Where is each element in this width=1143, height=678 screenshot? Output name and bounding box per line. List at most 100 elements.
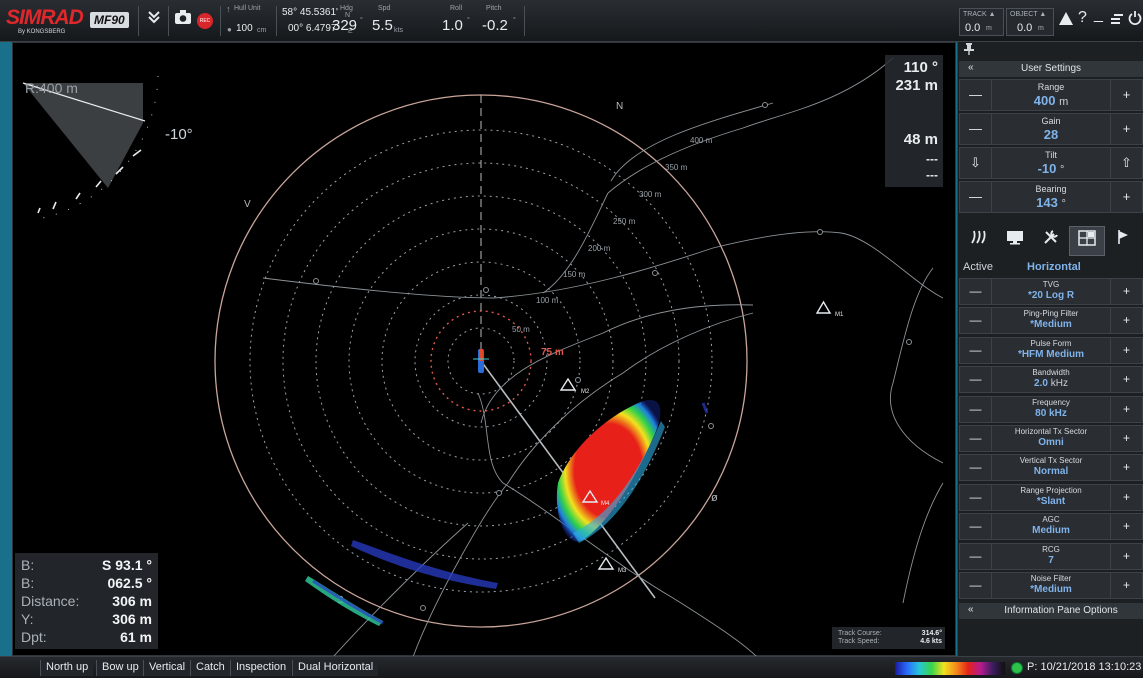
- tilt-down-button[interactable]: ⇩: [960, 148, 992, 178]
- setting-decrease-button[interactable]: —: [960, 337, 992, 363]
- marker-m1[interactable]: M1: [815, 300, 844, 318]
- warning-triangle-icon[interactable]: [1058, 11, 1074, 31]
- marker-range-label: 75 m: [541, 347, 564, 358]
- setting-decrease-button[interactable]: —: [960, 426, 992, 451]
- setting-increase-button[interactable]: +: [1110, 337, 1142, 363]
- sonar-display[interactable]: 50 m 100 m 150 m 200 m 250 m 300 m 350 m…: [13, 43, 957, 657]
- user-settings-header[interactable]: « User Settings: [959, 61, 1143, 77]
- marker-label: M1: [835, 312, 844, 318]
- range-increase-button[interactable]: +: [1110, 80, 1142, 110]
- bearing-control: — Bearing 143 ° +: [959, 181, 1143, 213]
- setting-row: — Ping-Ping Filter *Medium +: [959, 307, 1143, 335]
- setting-decrease-button[interactable]: —: [960, 484, 992, 510]
- collapse-icon[interactable]: «: [968, 604, 974, 615]
- target-depth: 48 m: [903, 131, 938, 148]
- ping-date-status: P: 10/21/2018 13:10:23: [1027, 661, 1142, 673]
- help-button[interactable]: ?: [1078, 9, 1087, 26]
- sonar-view[interactable]: 50 m 100 m 150 m 200 m 250 m 300 m 350 m…: [12, 42, 957, 657]
- camera-icon[interactable]: [171, 9, 195, 33]
- setting-decrease-button[interactable]: —: [960, 396, 992, 422]
- setting-decrease-button[interactable]: —: [960, 308, 992, 334]
- setting-increase-button[interactable]: +: [1110, 484, 1142, 510]
- information-pane-options-header[interactable]: « Information Pane Options: [959, 603, 1143, 619]
- setting-decrease-button[interactable]: —: [960, 573, 992, 598]
- setting-name: Frequency: [1032, 397, 1070, 407]
- setting-decrease-button[interactable]: —: [960, 455, 992, 481]
- marker-m2[interactable]: M2: [559, 377, 590, 395]
- marker-m4[interactable]: M4: [581, 489, 610, 507]
- window-restore-icon[interactable]: [1111, 13, 1123, 31]
- ring-label: 150 m: [563, 270, 586, 279]
- tab-inspection[interactable]: Inspection: [230, 660, 292, 676]
- tab-catch[interactable]: Catch: [190, 660, 230, 676]
- tilt-up-button[interactable]: ⇧: [1110, 148, 1142, 178]
- gain-control: — Gain 28 +: [959, 113, 1143, 145]
- record-icon[interactable]: REC: [197, 13, 213, 29]
- pitch-field: Pitch -0.2 °: [482, 5, 516, 34]
- brand-sub: By KONGSBERG: [18, 29, 66, 35]
- latitude-value: 58° 45.5361': [282, 7, 338, 18]
- setting-decrease-button[interactable]: —: [960, 367, 992, 393]
- range-decrease-button[interactable]: —: [960, 80, 992, 110]
- setting-row: — Bandwidth 2.0 kHz +: [959, 366, 1143, 394]
- setting-increase-button[interactable]: +: [1110, 396, 1142, 422]
- track-counter[interactable]: TRACK ▲ 0.0 m: [959, 8, 1004, 36]
- status-led-icon: [1011, 662, 1023, 674]
- cursor-bearing2-row: B: 062.5 °: [21, 575, 152, 591]
- layout-icon[interactable]: [1069, 226, 1105, 256]
- bearing-increase-button[interactable]: +: [1110, 182, 1142, 212]
- setting-decrease-button[interactable]: —: [960, 514, 992, 540]
- tab-bow-up[interactable]: Bow up: [96, 660, 144, 676]
- sonar-waves-icon[interactable]: [961, 226, 997, 256]
- sea-chart-contours: [262, 57, 944, 657]
- tilt-control: ⇩ Tilt -10 ° ⇧: [959, 147, 1143, 179]
- setting-increase-button[interactable]: +: [1110, 573, 1142, 598]
- setting-decrease-button[interactable]: —: [960, 279, 992, 304]
- tab-dual-horizontal[interactable]: Dual Horizontal: [292, 660, 379, 676]
- power-icon[interactable]: [1128, 11, 1142, 30]
- contour-nodes: [313, 102, 912, 611]
- setting-increase-button[interactable]: +: [1110, 308, 1142, 334]
- longitude-value: 00° 6.4797': [288, 23, 339, 34]
- flag-icon[interactable]: [1105, 226, 1141, 256]
- ring-label: 350 m: [665, 163, 688, 172]
- setting-decrease-button[interactable]: —: [960, 543, 992, 569]
- hull-down-dot-icon: ●: [227, 25, 232, 34]
- collapse-icon[interactable]: «: [968, 62, 974, 73]
- setting-increase-button[interactable]: +: [1110, 367, 1142, 393]
- object-counter[interactable]: OBJECT ▲ 0.0 m: [1006, 8, 1054, 36]
- divider: [168, 6, 169, 36]
- setting-name: Range Projection: [1020, 485, 1082, 495]
- target-dash-2: ---: [926, 168, 938, 182]
- setting-increase-button[interactable]: +: [1110, 543, 1142, 569]
- track-speed: Track Speed: 4.6 kts: [838, 638, 942, 645]
- marker-m3[interactable]: M3: [597, 556, 627, 574]
- monitor-icon[interactable]: [997, 226, 1033, 256]
- setting-increase-button[interactable]: +: [1110, 279, 1142, 304]
- panel-tabs: [959, 226, 1143, 256]
- bearing-decrease-button[interactable]: —: [960, 182, 992, 212]
- setting-name: Noise Filter: [1030, 574, 1072, 583]
- setting-row: — Range Projection *Slant +: [959, 483, 1143, 511]
- pin-icon[interactable]: [964, 43, 974, 58]
- setting-value: *HFM Medium: [1017, 348, 1085, 360]
- marker-label: M2: [581, 389, 590, 395]
- tab-north-up[interactable]: North up: [40, 660, 94, 676]
- tools-icon[interactable]: [1033, 226, 1069, 256]
- gain-increase-button[interactable]: +: [1110, 114, 1142, 144]
- hull-up-arrow-icon: ↑: [226, 4, 231, 14]
- heading-field: Hdg 329 °: [332, 5, 363, 34]
- v-label: V: [244, 199, 251, 210]
- setting-row: — Pulse Form *HFM Medium +: [959, 336, 1143, 364]
- hull-unit-field[interactable]: Hull Unit ↑ 100 cm ●: [226, 4, 267, 34]
- setting-increase-button[interactable]: +: [1110, 455, 1142, 481]
- north-label: N: [616, 101, 623, 112]
- gain-decrease-button[interactable]: —: [960, 114, 992, 144]
- setting-name: Bandwidth: [1032, 368, 1070, 378]
- setting-increase-button[interactable]: +: [1110, 514, 1142, 540]
- setting-value: Omni: [1038, 437, 1064, 448]
- minimize-button[interactable]: _: [1094, 6, 1103, 23]
- setting-increase-button[interactable]: +: [1110, 426, 1142, 451]
- tab-vertical[interactable]: Vertical: [143, 660, 191, 676]
- double-chevron-down-icon[interactable]: [142, 9, 166, 33]
